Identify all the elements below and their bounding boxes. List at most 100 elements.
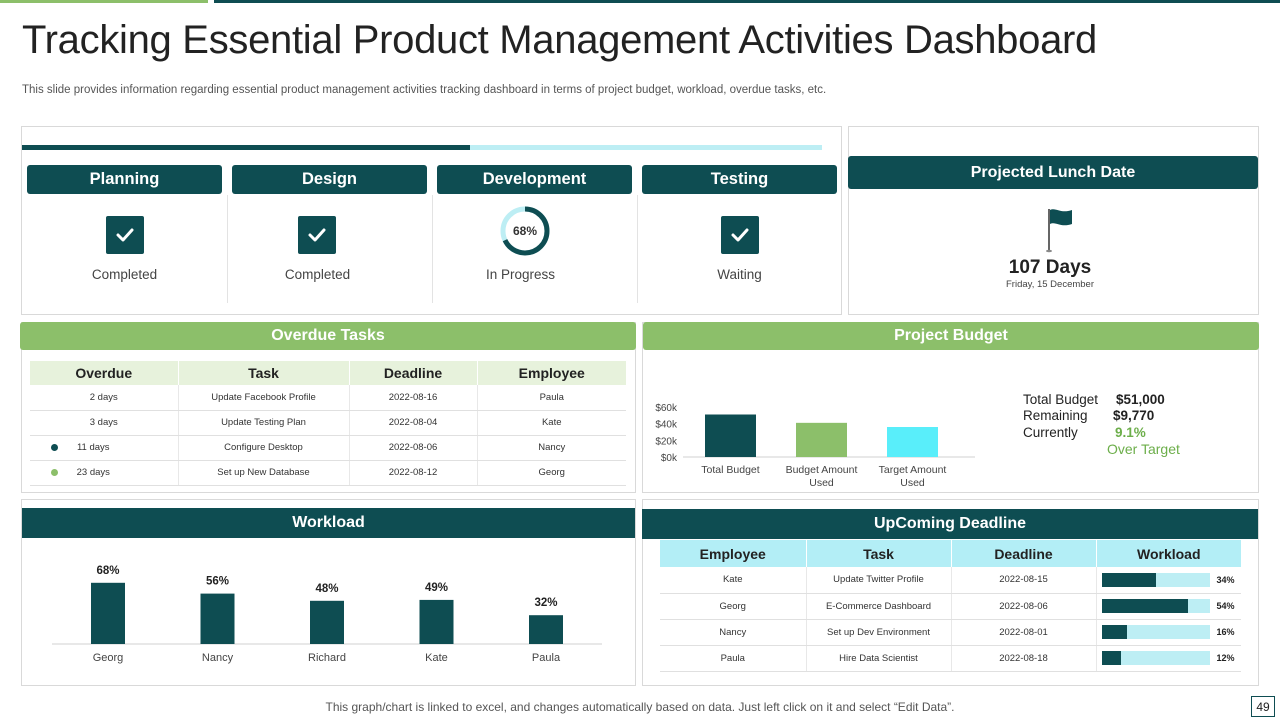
check-icon xyxy=(298,216,336,254)
workload-bar xyxy=(1101,572,1210,587)
stage-divider xyxy=(637,195,638,303)
table-header-row: Overdue Task Deadline Employee xyxy=(30,361,626,385)
data-label: 48% xyxy=(315,583,338,595)
workload-bar xyxy=(200,593,235,644)
page-number: 49 xyxy=(1251,696,1275,717)
total-budget: Total Budget xyxy=(1023,392,1098,407)
total-budget-label: Total Budget xyxy=(1023,392,1099,407)
y-tick-label: $0k xyxy=(661,453,678,464)
col-workload: Workload xyxy=(1096,540,1241,567)
footer-note: This graph/chart is linked to excel, and… xyxy=(325,700,955,714)
donut-progress-icon: 68% xyxy=(499,205,551,257)
cell-overdue: 2 days xyxy=(30,385,179,411)
cell-overdue: 3 days xyxy=(30,410,179,436)
progress-track xyxy=(22,145,822,150)
x-tick-label: Total Budget xyxy=(701,464,759,476)
y-tick-label: $60k xyxy=(655,403,678,414)
stage-development-status: In Progress xyxy=(485,267,556,282)
cell-deadline: 2022-08-16 xyxy=(349,385,478,411)
stage-testing-status: Waiting xyxy=(717,267,762,282)
remaining-value: $9,770 xyxy=(1113,408,1155,423)
data-label: 56% xyxy=(206,576,229,588)
stage-design-status: Completed xyxy=(284,267,351,282)
currently-label: Currently xyxy=(1023,425,1078,440)
cell-workload: 34% xyxy=(1096,567,1241,594)
stage-testing: Testing Waiting xyxy=(642,165,837,303)
workload-bar xyxy=(419,599,454,644)
cell-text: Kate xyxy=(541,417,562,428)
x-tick-label: Georg xyxy=(93,652,124,664)
cell-employee: Georg xyxy=(660,593,807,620)
cell-text: 3 days xyxy=(89,417,118,428)
cell-employee: Paula xyxy=(477,385,626,411)
cell-text: 2 days xyxy=(89,391,118,403)
cell-text: Update Facebook Profile xyxy=(211,391,316,403)
flag-icon xyxy=(1046,209,1072,253)
data-label: 68% xyxy=(96,565,119,577)
overdue-title: Overdue Tasks xyxy=(20,322,636,350)
status-dot-icon xyxy=(50,468,58,476)
total-budget-value: $51,000 xyxy=(1116,392,1165,407)
col-employee: Employee xyxy=(477,361,626,385)
days-remaining: 107 Days xyxy=(1008,257,1092,278)
workload-percent: 34% xyxy=(1216,574,1235,585)
workload-fill xyxy=(1101,651,1121,665)
workload-bar xyxy=(1101,625,1210,639)
stage-development: Development 68% In Progress xyxy=(437,165,632,303)
cell-text: Configure Desktop xyxy=(224,442,303,453)
status-dot-icon xyxy=(50,443,58,451)
col-deadline: Deadline xyxy=(951,540,1097,567)
x-tick-label: Target Amount xyxy=(879,464,947,476)
col-task: Task xyxy=(178,361,350,385)
top-accent-green xyxy=(0,0,208,3)
cell-text: Paula xyxy=(539,391,564,403)
cell-task: Hire Data Scientist xyxy=(806,645,952,672)
budget-title: Project Budget xyxy=(643,322,1259,350)
budget-bar xyxy=(705,414,756,457)
workload-bar xyxy=(1101,651,1210,665)
cell-text: 2022-08-04 xyxy=(388,417,438,428)
total-budget-value-wrap: $51,000 xyxy=(1116,392,1165,407)
workload-fill xyxy=(1101,599,1188,613)
stage-planning-title: Planning xyxy=(27,165,222,194)
donut-percent: 68% xyxy=(512,224,538,238)
cell-task: Set up New Database xyxy=(178,460,350,486)
cell-employee: Paula xyxy=(660,645,807,672)
cell-text: Georg xyxy=(538,467,565,478)
workload-percent: 16% xyxy=(1216,627,1235,637)
workload-title: Workload xyxy=(22,508,635,538)
check-icon xyxy=(105,216,144,254)
y-tick-label: $40k xyxy=(655,420,678,431)
x-tick-label: Kate xyxy=(425,652,448,664)
cell-employee: Kate xyxy=(660,567,807,594)
col-task: Task xyxy=(806,540,952,567)
x-tick-label: Richard xyxy=(308,652,346,664)
table-row: 23 days Set up New Database 2022-08-12 Geor… xyxy=(30,460,626,486)
x-tick-label: Paula xyxy=(532,652,561,664)
cell-text: Nancy xyxy=(538,442,566,453)
stage-design-title: Design xyxy=(232,165,427,194)
cell-text: 2022-08-12 xyxy=(388,467,438,478)
check-icon xyxy=(720,216,759,254)
progress-fill xyxy=(22,145,470,150)
cell-deadline: 2022-08-18 xyxy=(951,645,1097,672)
stage-planning: Planning Completed xyxy=(27,165,222,303)
upcoming-title: UpComing Deadline xyxy=(642,509,1258,539)
workload-bar xyxy=(310,600,344,644)
stage-development-title: Development xyxy=(437,165,632,194)
table-row: 11 days Configure Desktop 2022-08-06 Nancy xyxy=(30,435,626,461)
cell-task: Update Testing Plan xyxy=(178,410,350,436)
cell-overdue: 11 days xyxy=(30,435,179,461)
workload-chart: 68% Georg 56% Nancy 48% Richard 49% Kate 32% Paul… xyxy=(52,565,602,664)
budget-panel xyxy=(642,322,1259,493)
cell-text: Update Testing Plan xyxy=(221,417,306,428)
cell-deadline: 2022-08-06 xyxy=(951,593,1097,620)
x-tick-label: Budget Amount xyxy=(786,464,858,476)
col-employee: Employee xyxy=(660,540,807,567)
cell-workload: 12% xyxy=(1096,645,1241,672)
col-overdue: Overdue xyxy=(30,361,179,385)
y-tick-label: $20k xyxy=(655,436,678,447)
page-title: Tracking Essential Product Management Ac… xyxy=(22,18,1097,62)
budget-bar xyxy=(796,422,847,457)
table-row: Georg E-Commerce Dashboard 2022-08-06 54% xyxy=(660,593,1241,620)
